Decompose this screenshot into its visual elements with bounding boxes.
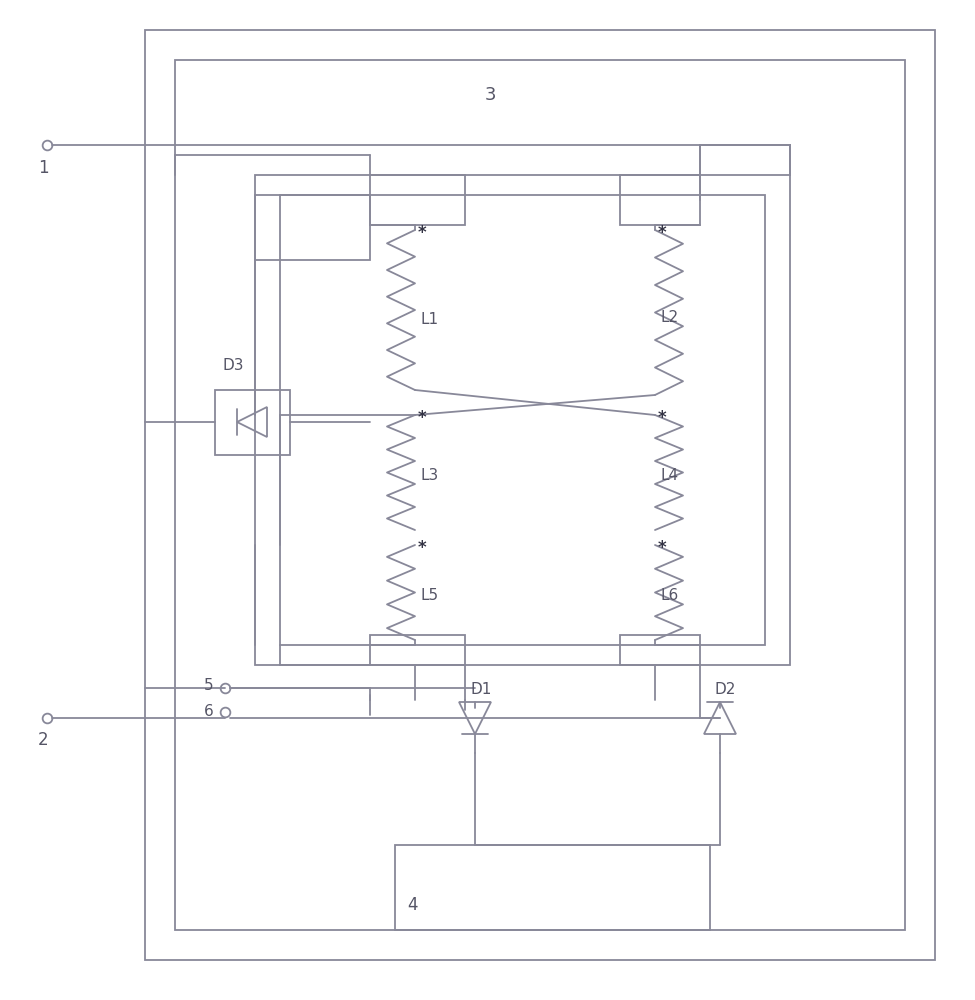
Bar (395, 845, 710, 930)
Text: *: * (658, 409, 667, 427)
Bar (280, 195, 765, 645)
Bar (620, 635, 700, 665)
Text: L4: L4 (660, 468, 679, 484)
Text: 6: 6 (204, 704, 214, 720)
Bar (370, 175, 465, 225)
Text: *: * (418, 409, 427, 427)
Text: *: * (658, 539, 667, 557)
Text: D3: D3 (222, 358, 244, 372)
Text: 3: 3 (485, 86, 495, 104)
Text: *: * (658, 224, 667, 242)
Text: L1: L1 (420, 312, 438, 328)
Text: 2: 2 (38, 731, 49, 749)
Text: L3: L3 (420, 468, 438, 484)
Bar (620, 175, 700, 225)
Text: L6: L6 (660, 588, 679, 603)
Bar (175, 60, 905, 930)
Text: 5: 5 (204, 678, 214, 694)
Text: D1: D1 (470, 682, 491, 698)
Bar (370, 635, 465, 665)
Text: L2: L2 (660, 310, 679, 326)
Text: 1: 1 (38, 159, 49, 177)
Text: *: * (418, 224, 427, 242)
Text: L5: L5 (420, 588, 438, 603)
Bar (215, 390, 290, 455)
Text: D2: D2 (715, 682, 736, 698)
Text: *: * (418, 539, 427, 557)
Bar (255, 195, 370, 260)
Text: 4: 4 (407, 896, 417, 914)
Bar (145, 30, 935, 960)
Bar (255, 175, 790, 665)
